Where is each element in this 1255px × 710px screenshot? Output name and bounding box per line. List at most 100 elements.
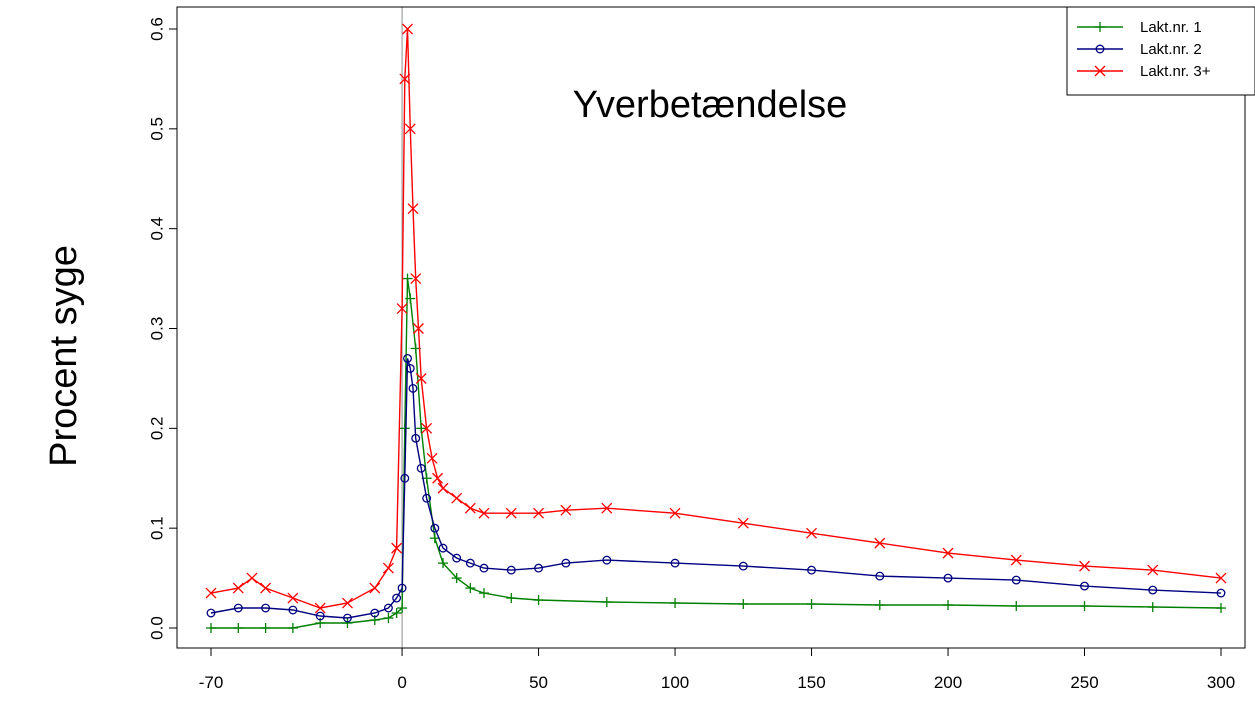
data-point	[416, 463, 426, 473]
data-point	[383, 603, 393, 613]
data-point	[403, 354, 412, 363]
data-point	[534, 563, 544, 573]
y-axis-label: Procent syge	[43, 245, 85, 467]
data-point	[1215, 572, 1227, 584]
data-point	[806, 527, 818, 539]
data-point	[452, 553, 462, 563]
data-point	[943, 573, 953, 583]
data-point	[438, 543, 448, 553]
data-point	[874, 600, 885, 611]
data-point	[1079, 601, 1090, 612]
data-point	[670, 598, 681, 609]
data-point	[807, 565, 816, 575]
data-point	[465, 558, 475, 568]
data-point	[438, 558, 449, 569]
y-tick-label: 0.4	[147, 217, 166, 241]
data-point	[260, 623, 271, 633]
data-point	[738, 561, 748, 571]
data-point	[260, 582, 272, 594]
data-point	[533, 595, 544, 606]
data-point	[1011, 601, 1022, 612]
data-point	[369, 582, 381, 594]
data-point	[874, 537, 886, 549]
data-point	[421, 422, 433, 434]
data-point	[410, 273, 422, 285]
data-point	[561, 558, 571, 568]
data-point	[405, 293, 416, 304]
data-point	[246, 572, 258, 584]
data-point	[342, 597, 353, 609]
data-point	[1216, 588, 1226, 598]
data-point	[396, 303, 408, 314]
data-point	[412, 323, 424, 334]
data-point	[942, 547, 954, 559]
data-point	[602, 555, 612, 565]
data-point	[432, 472, 444, 484]
x-tick-label: 300	[1207, 673, 1235, 692]
data-point	[1079, 560, 1090, 572]
data-point	[670, 558, 680, 568]
data-point	[407, 203, 419, 215]
data-point	[261, 603, 271, 613]
legend-item: Lakt.nr. 3+	[1077, 63, 1211, 80]
data-point	[206, 608, 216, 618]
data-point	[287, 592, 299, 604]
legend-swatch-marker	[1094, 65, 1106, 77]
data-point	[343, 613, 352, 623]
data-point	[1080, 581, 1089, 591]
data-point	[1216, 603, 1226, 614]
x-tick-label: 100	[661, 673, 689, 692]
data-point	[1010, 554, 1022, 566]
y-tick-label: 0.1	[147, 516, 166, 540]
data-point	[533, 507, 545, 519]
data-point	[400, 473, 410, 483]
data-point	[391, 608, 402, 619]
data-point	[399, 73, 411, 85]
data-point	[383, 613, 394, 624]
legend-item: Lakt.nr. 2	[1077, 41, 1202, 58]
data-point	[1147, 564, 1159, 576]
legend-box	[1066, 6, 1255, 96]
data-point	[506, 565, 516, 575]
data-point	[560, 504, 572, 516]
data-point	[437, 482, 449, 494]
data-point	[1147, 602, 1158, 613]
data-point	[404, 123, 416, 135]
series-3	[205, 23, 1227, 614]
data-point	[415, 372, 427, 384]
data-point	[451, 492, 463, 504]
data-point	[382, 562, 394, 574]
data-point	[478, 588, 489, 599]
data-point	[505, 507, 517, 519]
data-point	[408, 383, 418, 393]
data-point	[402, 23, 414, 35]
plot-area	[205, 7, 1227, 648]
x-tick-label: 200	[934, 673, 962, 692]
data-point	[478, 507, 490, 519]
data-point	[411, 433, 421, 443]
data-point	[391, 542, 403, 554]
data-point	[205, 587, 217, 599]
data-point	[1011, 575, 1021, 585]
data-point	[875, 571, 885, 581]
data-point	[416, 423, 427, 434]
data-point	[206, 623, 216, 633]
data-point	[451, 573, 462, 584]
legend-swatch-marker	[1095, 44, 1105, 54]
series-line	[210, 358, 1222, 619]
data-point	[738, 599, 749, 610]
y-tick-label: 0.0	[147, 616, 166, 640]
data-point	[392, 593, 402, 603]
data-point	[737, 517, 749, 529]
data-point	[464, 502, 476, 514]
data-point	[402, 273, 413, 284]
x-tick-label: 150	[797, 673, 825, 692]
legend: Lakt.nr. 1 Lakt.nr. 2 Lakt.nr. 3+	[1066, 6, 1255, 96]
axes: -70 0 50 100 150 200 250 300 0.0 0.1 0.2 0.3 0.4 0.5 0…	[147, 17, 1235, 692]
y-tick-label: 0.3	[147, 317, 166, 341]
y-tick-label: 0.2	[147, 417, 166, 441]
data-point	[601, 502, 613, 514]
data-point	[233, 623, 244, 633]
data-point	[233, 603, 243, 613]
data-point	[479, 563, 489, 573]
